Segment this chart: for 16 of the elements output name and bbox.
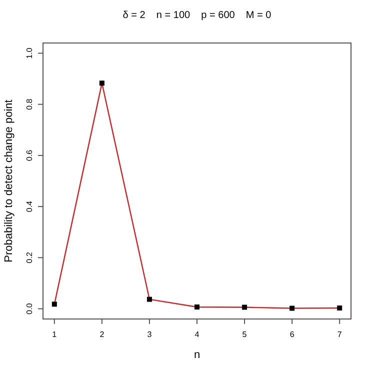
x-axis-title: n: [194, 349, 200, 361]
x-tick-label: 3: [147, 330, 152, 339]
y-tick-label: 0.0: [25, 302, 34, 314]
x-tick-label: 7: [337, 330, 342, 339]
y-tick-label: 0.2: [25, 252, 34, 264]
y-axis-title: Probability to detect change point: [3, 100, 15, 262]
y-tick-label: 0.8: [25, 98, 34, 110]
x-tick-label: 5: [242, 330, 248, 339]
y-tick-label: 0.6: [25, 149, 34, 162]
chart-title: δ = 2 n = 100 p = 600 M = 0: [122, 10, 272, 21]
x-tick-label: 4: [194, 330, 200, 339]
y-tick-label: 1.0: [25, 47, 34, 59]
x-tick-label: 6: [290, 330, 295, 339]
x-tick-label: 1: [52, 330, 58, 339]
x-tick-label: 2: [100, 330, 105, 339]
y-tick-label: 0.4: [25, 200, 34, 212]
